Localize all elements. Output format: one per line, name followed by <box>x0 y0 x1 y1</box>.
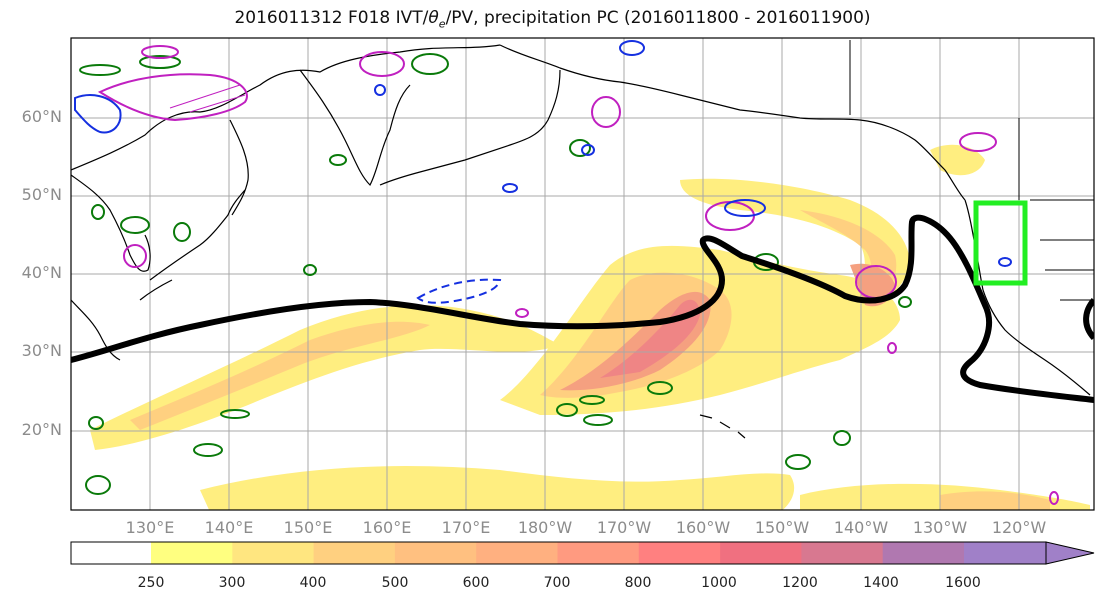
lon-label: 140°W <box>833 518 889 537</box>
colorbar-segment <box>882 542 965 564</box>
lat-label-20n: 20°N <box>21 420 62 439</box>
lon-label: 120°W <box>991 518 1047 537</box>
lat-label-30n: 30°N <box>21 341 62 360</box>
lon-label: 180°W <box>517 518 573 537</box>
lon-label: 150°E <box>283 518 333 537</box>
colorbar-segment <box>476 542 558 564</box>
dynamic-tropopause-line <box>71 214 1094 403</box>
colorbar-label: 500 <box>381 575 409 591</box>
colorbar-segment <box>720 542 802 564</box>
colorbar-label: 400 <box>299 575 327 591</box>
lon-label: 160°W <box>675 518 731 537</box>
colorbar <box>71 542 1046 564</box>
colorbar-segment <box>964 542 1046 564</box>
lat-label-50n: 50°N <box>21 185 62 204</box>
colorbar-segment <box>638 542 721 564</box>
lat-label-60n: 60°N <box>21 107 62 126</box>
map-frame <box>70 37 1095 511</box>
coastlines <box>71 40 1094 439</box>
colorbar-segment <box>313 542 396 564</box>
lon-label: 160°E <box>362 518 412 537</box>
ivt-shading <box>90 144 1090 510</box>
colorbar-label: 1200 <box>782 575 818 591</box>
colorbar-label: 250 <box>137 575 165 591</box>
lon-label: 150°W <box>754 518 810 537</box>
lon-label: 130°E <box>125 518 175 537</box>
colorbar-label: 1400 <box>863 575 899 591</box>
map-title: 2016011312 F018 IVT/θe/PV, precipitation… <box>234 8 871 31</box>
lon-label: 130°W <box>912 518 968 537</box>
lon-label: 140°E <box>204 518 254 537</box>
colorbar-segment <box>801 542 884 564</box>
graticule <box>71 38 1094 510</box>
colorbar-segment <box>557 542 640 564</box>
colorbar-label: 1600 <box>945 575 981 591</box>
blue-contours <box>74 40 1012 304</box>
colorbar-segment <box>151 542 233 564</box>
lon-label: 170°E <box>441 518 491 537</box>
colorbar-extend-arrow <box>1045 541 1095 565</box>
magenta-contours <box>97 45 1059 505</box>
colorbar-label: 800 <box>624 575 652 591</box>
colorbar-segment <box>394 542 477 564</box>
colorbar-label: 700 <box>543 575 571 591</box>
colorbar-label: 600 <box>462 575 490 591</box>
colorbar-segment <box>232 542 315 564</box>
colorbar-frame <box>70 541 1047 565</box>
lon-label: 170°W <box>596 518 652 537</box>
colorbar-label: 300 <box>218 575 246 591</box>
colorbar-label: 1000 <box>701 575 737 591</box>
target-region-box <box>973 200 1028 286</box>
lat-label-40n: 40°N <box>21 263 62 282</box>
